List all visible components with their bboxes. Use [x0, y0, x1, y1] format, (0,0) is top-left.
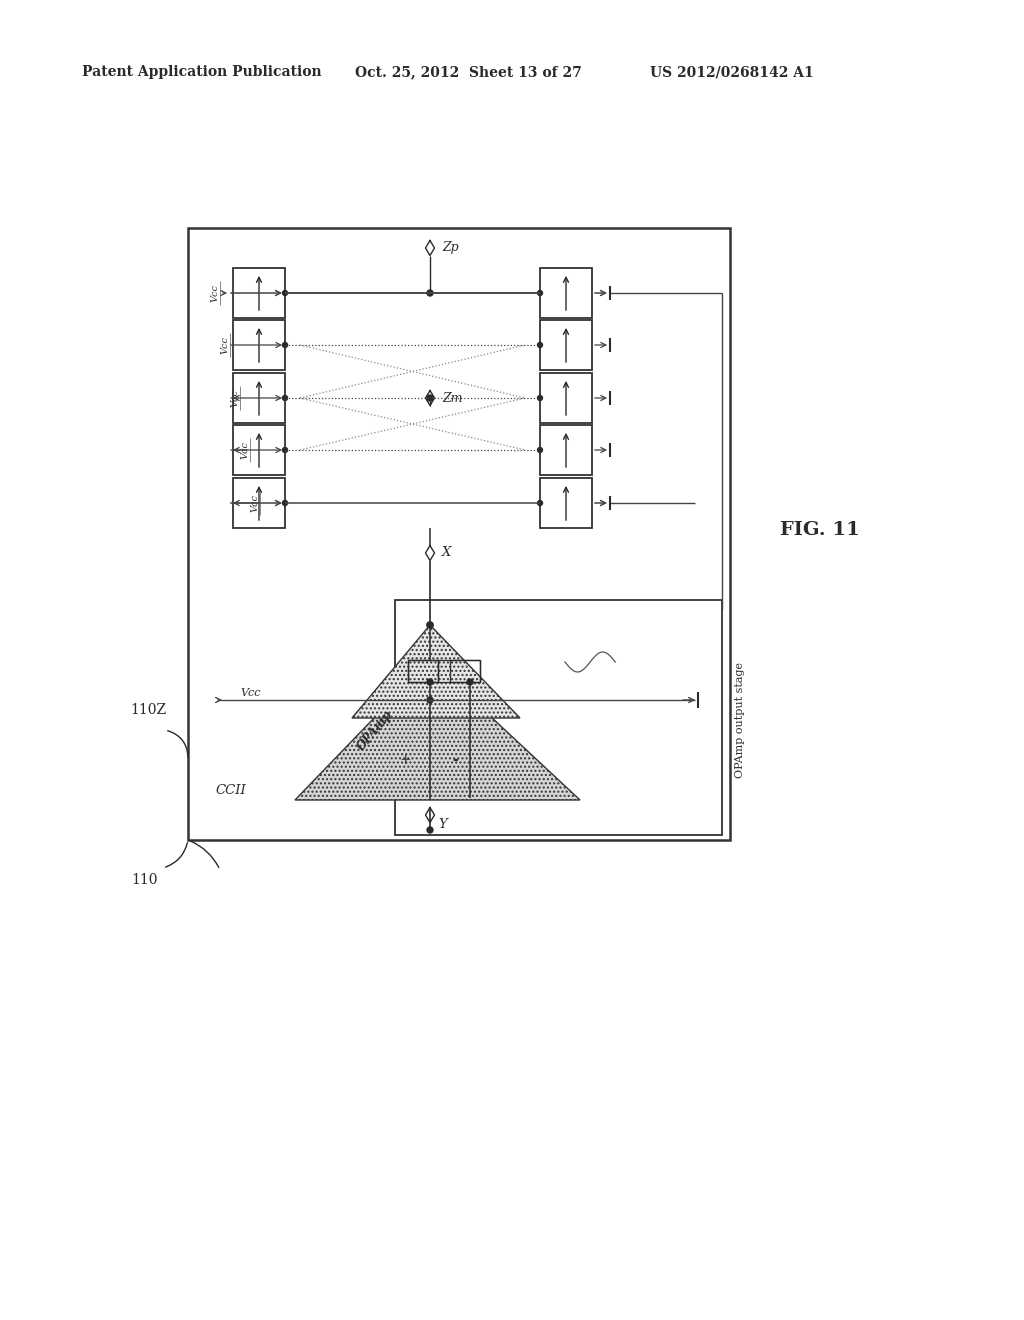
Circle shape	[283, 500, 288, 506]
Circle shape	[538, 342, 543, 347]
Text: -: -	[453, 752, 458, 767]
Text: 110: 110	[132, 873, 159, 887]
Text: CCII: CCII	[215, 784, 246, 796]
Bar	[540, 319, 592, 370]
Text: Vcc: Vcc	[220, 337, 229, 354]
Circle shape	[427, 395, 433, 401]
Bar	[233, 374, 285, 422]
Text: Zm: Zm	[442, 392, 463, 404]
Circle shape	[427, 622, 433, 628]
Circle shape	[427, 697, 433, 704]
Text: Vcc: Vcc	[211, 284, 219, 302]
Text: Oct. 25, 2012  Sheet 13 of 27: Oct. 25, 2012 Sheet 13 of 27	[355, 65, 582, 79]
Text: FIG. 11: FIG. 11	[780, 521, 860, 539]
Text: X: X	[442, 546, 452, 560]
Bar	[540, 425, 592, 475]
Bar	[408, 660, 438, 682]
Text: OPAmp output stage: OPAmp output stage	[735, 663, 745, 777]
Bar	[188, 228, 730, 840]
FancyArrowPatch shape	[190, 841, 219, 867]
FancyArrowPatch shape	[168, 731, 188, 758]
Circle shape	[467, 678, 473, 685]
Bar	[233, 268, 285, 318]
Bar	[395, 601, 722, 836]
Circle shape	[427, 678, 433, 685]
Circle shape	[427, 828, 433, 833]
Bar	[233, 478, 285, 528]
Text: US 2012/0268142 A1: US 2012/0268142 A1	[650, 65, 814, 79]
Circle shape	[427, 290, 433, 296]
Text: Zp: Zp	[442, 242, 459, 255]
Text: Patent Application Publication: Patent Application Publication	[82, 65, 322, 79]
Bar	[540, 374, 592, 422]
Circle shape	[283, 342, 288, 347]
Bar	[540, 268, 592, 318]
Circle shape	[283, 447, 288, 453]
Text: Y: Y	[438, 818, 446, 832]
Text: Vcc: Vcc	[240, 688, 260, 698]
Polygon shape	[295, 660, 580, 800]
FancyArrowPatch shape	[166, 842, 187, 867]
Bar	[540, 478, 592, 528]
Text: 110Z: 110Z	[130, 704, 166, 717]
Circle shape	[538, 447, 543, 453]
Text: Vcc: Vcc	[251, 494, 259, 512]
Circle shape	[538, 396, 543, 400]
Text: Vcc: Vcc	[230, 389, 240, 407]
Circle shape	[283, 290, 288, 296]
Text: OPAmp: OPAmp	[354, 708, 395, 752]
Text: Vcc: Vcc	[241, 441, 250, 459]
Polygon shape	[352, 624, 520, 718]
Circle shape	[283, 396, 288, 400]
Bar	[450, 660, 480, 682]
Bar	[233, 425, 285, 475]
Circle shape	[538, 500, 543, 506]
Circle shape	[427, 622, 433, 628]
Bar	[233, 319, 285, 370]
Circle shape	[538, 290, 543, 296]
Text: +: +	[399, 752, 411, 767]
